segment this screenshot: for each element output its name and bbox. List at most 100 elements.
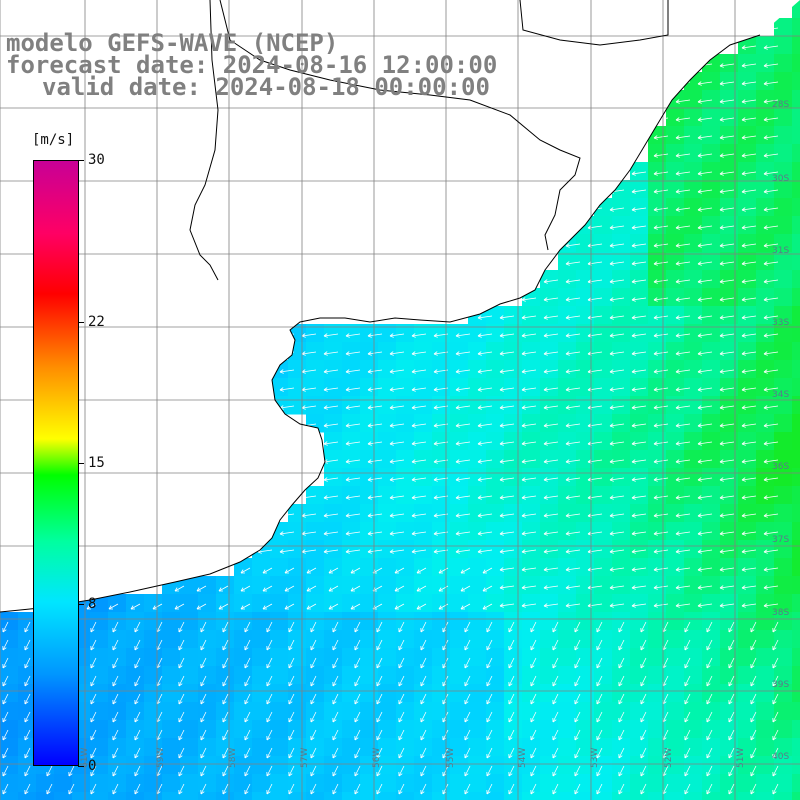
wind-arrow xyxy=(763,369,779,374)
wind-arrow xyxy=(750,657,757,669)
wind-arrow xyxy=(565,369,581,374)
wind-arrow xyxy=(675,135,691,140)
wind-arrow xyxy=(728,765,735,777)
wind-arrow xyxy=(345,495,361,500)
wind-arrow xyxy=(411,387,427,392)
wind-arrow xyxy=(345,369,361,374)
wind-arrow xyxy=(477,513,493,518)
wind-arrow xyxy=(90,711,97,723)
wind-arrow xyxy=(609,585,625,590)
wind-arrow xyxy=(697,261,713,266)
wind-arrow xyxy=(653,441,669,446)
wind-arrow xyxy=(420,711,427,723)
wind-arrow xyxy=(178,711,185,723)
wind-arrow xyxy=(279,531,295,536)
wind-arrow xyxy=(367,459,383,464)
wind-arrow xyxy=(389,549,405,554)
wind-arrow xyxy=(741,423,757,428)
longitude-label: 52W xyxy=(664,747,674,768)
wind-arrow xyxy=(631,261,647,266)
wind-arrow xyxy=(631,603,647,608)
wind-arrow xyxy=(288,639,295,651)
wind-arrow xyxy=(508,657,515,669)
wind-arrow xyxy=(543,495,559,500)
wind-arrow xyxy=(631,405,647,410)
wind-arrow xyxy=(332,765,339,777)
wind-arrow xyxy=(222,621,229,633)
wind-arrow xyxy=(411,513,427,518)
wind-arrow xyxy=(420,783,427,795)
wind-arrow xyxy=(772,621,779,633)
longitude-label: 57W xyxy=(300,747,310,768)
wind-arrow xyxy=(90,621,97,633)
wind-arrow xyxy=(345,459,361,464)
wind-arrow xyxy=(244,747,251,759)
wind-arrow xyxy=(653,387,669,392)
wind-arrow xyxy=(675,513,691,518)
wind-arrow xyxy=(367,513,383,518)
wind-arrow xyxy=(455,369,471,374)
wind-arrow xyxy=(2,747,9,759)
wind-arrow xyxy=(420,729,427,741)
wind-arrow xyxy=(653,369,669,374)
wind-arrow xyxy=(640,621,647,633)
wind-arrow xyxy=(222,657,229,669)
wind-arrow xyxy=(763,423,779,428)
wind-arrow xyxy=(631,495,647,500)
wind-arrow xyxy=(697,135,713,140)
wind-arrow xyxy=(499,477,515,482)
wind-arrow xyxy=(697,459,713,464)
wind-arrow xyxy=(719,513,735,518)
wind-arrow xyxy=(323,351,339,356)
wind-arrow xyxy=(675,567,691,572)
wind-arrow xyxy=(222,729,229,741)
wind-arrow xyxy=(697,117,713,122)
longitude-label: 54W xyxy=(518,747,528,768)
wind-arrow xyxy=(675,585,691,590)
wind-arrow xyxy=(240,585,251,592)
wind-arrow xyxy=(112,675,119,687)
wind-arrow xyxy=(543,567,559,572)
wind-arrow xyxy=(108,603,119,610)
valid-date: valid date: 2024-08-18 00:00:00 xyxy=(42,73,490,101)
wind-arrow xyxy=(631,441,647,446)
wind-arrow xyxy=(653,225,669,230)
wind-arrow xyxy=(631,351,647,356)
wind-arrow xyxy=(728,729,735,741)
wind-arrow xyxy=(24,783,31,795)
wind-arrow xyxy=(565,387,581,392)
wind-arrow xyxy=(763,243,779,248)
colorbar-tick xyxy=(78,604,84,606)
wind-arrow xyxy=(543,333,559,338)
wind-arrow xyxy=(565,513,581,518)
wind-arrow xyxy=(574,693,581,705)
wind-arrow xyxy=(486,747,493,759)
wind-arrow xyxy=(389,405,405,410)
wind-arrow xyxy=(552,657,559,669)
wind-arrow xyxy=(640,747,647,759)
wind-arrow xyxy=(741,567,757,572)
wind-arrow xyxy=(24,639,31,651)
wind-arrow xyxy=(521,585,537,590)
wind-arrow xyxy=(486,729,493,741)
wind-arrow xyxy=(719,495,735,500)
wind-arrow xyxy=(134,639,141,651)
wind-arrow xyxy=(675,549,691,554)
wind-arrow xyxy=(772,747,779,759)
wind-arrow xyxy=(354,783,361,795)
wind-arrow xyxy=(310,783,317,795)
wind-arrow xyxy=(741,243,757,248)
wind-arrow xyxy=(772,693,779,705)
wind-arrow xyxy=(697,153,713,158)
wind-arrow xyxy=(345,441,361,446)
wind-arrow xyxy=(464,711,471,723)
wind-arrow xyxy=(152,603,163,610)
wind-arrow xyxy=(772,765,779,777)
wind-arrow xyxy=(741,513,757,518)
wind-arrow xyxy=(24,729,31,741)
wind-arrow xyxy=(288,765,295,777)
wind-arrow xyxy=(631,477,647,482)
wind-arrow xyxy=(301,513,317,518)
